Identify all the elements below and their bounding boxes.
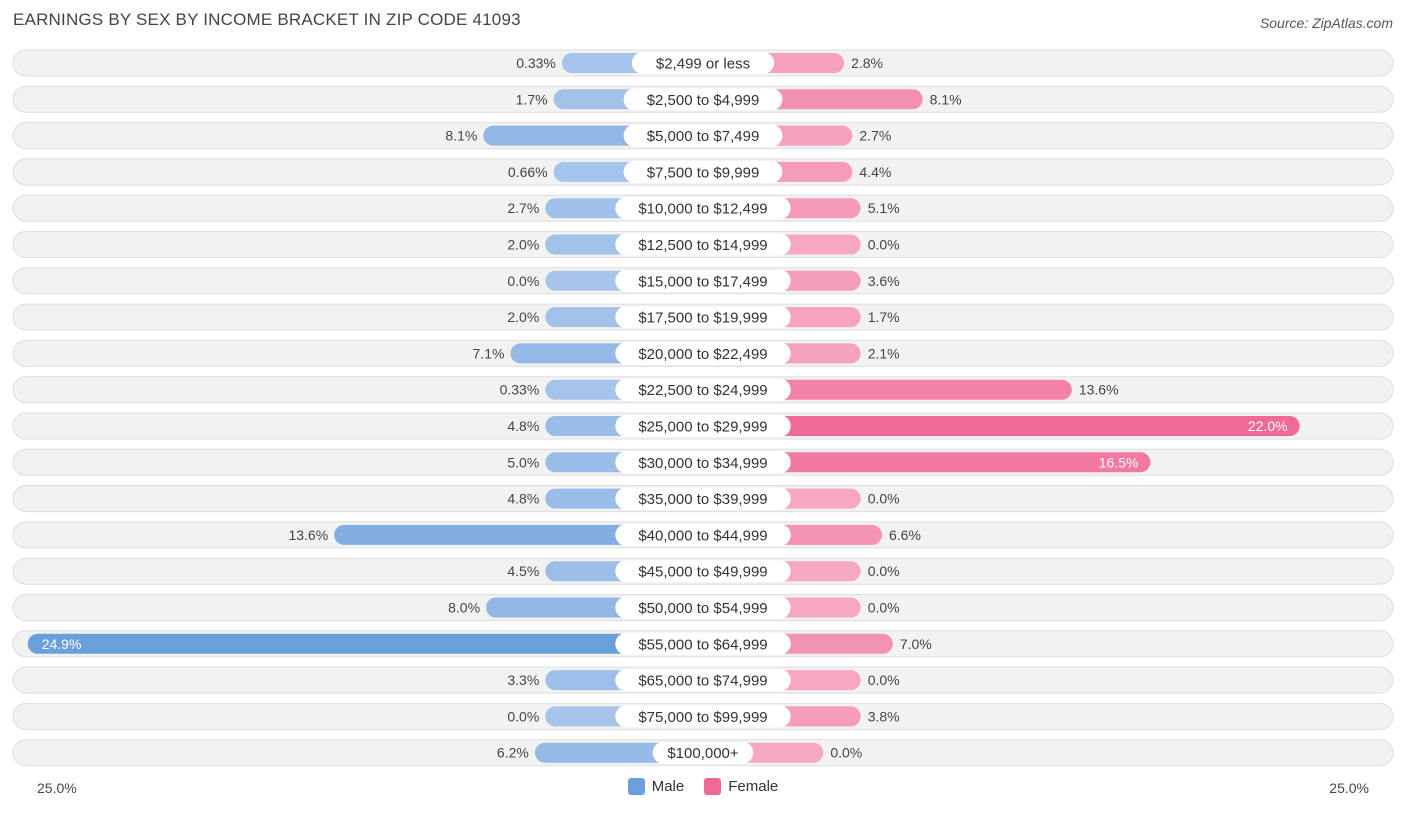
- female-value-label: 2.8%: [851, 55, 883, 71]
- category-label-bg: [615, 269, 791, 292]
- category-label: $2,500 to $4,999: [647, 92, 760, 109]
- male-value-label: 0.33%: [516, 55, 556, 71]
- category-label-bg: [615, 342, 791, 365]
- category-label-bg: [615, 705, 791, 728]
- axis-left-label: 25.0%: [37, 780, 77, 796]
- female-value-label: 3.8%: [868, 708, 900, 724]
- category-label-bg: [631, 52, 775, 74]
- category-label: $30,000 to $34,999: [638, 455, 767, 472]
- male-value-label: 24.9%: [42, 636, 82, 652]
- male-value-label: 0.0%: [507, 273, 539, 289]
- female-value-label: 0.0%: [868, 237, 900, 253]
- category-label-bg: [615, 596, 791, 619]
- male-value-label: 1.7%: [516, 91, 548, 107]
- female-value-label: 16.5%: [1099, 454, 1139, 470]
- category-label-bg: [615, 669, 791, 692]
- category-label-bg: [623, 88, 783, 111]
- category-label-bg: [615, 415, 791, 437]
- female-value-label: 0.0%: [868, 600, 900, 616]
- female-value-label: 13.6%: [1079, 382, 1119, 398]
- category-label: $50,000 to $54,999: [638, 600, 767, 617]
- male-value-label: 3.3%: [507, 672, 539, 688]
- category-label-bg: [615, 560, 791, 583]
- female-value-label: 5.1%: [868, 200, 900, 216]
- male-value-label: 4.5%: [507, 563, 539, 579]
- legend-item-female[interactable]: Female: [704, 778, 778, 795]
- female-value-label: 6.6%: [889, 527, 921, 543]
- chart-title: EARNINGS BY SEX BY INCOME BRACKET IN ZIP…: [13, 10, 521, 29]
- category-label-bg: [623, 124, 783, 147]
- category-label-bg: [615, 487, 791, 510]
- category-label: $17,500 to $19,999: [638, 310, 767, 327]
- male-value-label: 6.2%: [497, 745, 529, 761]
- category-label-bg: [615, 632, 791, 655]
- source-label: Source: ZipAtlas.com: [1259, 15, 1393, 31]
- legend-swatch-female: [704, 778, 722, 795]
- male-value-label: 8.1%: [445, 128, 477, 144]
- category-label: $25,000 to $29,999: [638, 419, 767, 436]
- bar-female: [703, 452, 1151, 473]
- male-value-label: 2.7%: [507, 200, 539, 216]
- male-value-label: 5.0%: [507, 454, 539, 470]
- legend: Male Female: [0, 778, 1406, 795]
- male-value-label: 8.0%: [448, 600, 480, 616]
- category-label: $12,500 to $14,999: [638, 237, 767, 254]
- male-value-label: 2.0%: [507, 309, 539, 325]
- male-value-label: 4.8%: [507, 418, 539, 434]
- category-label-bg: [615, 378, 791, 401]
- category-label: $75,000 to $99,999: [638, 709, 767, 726]
- male-value-label: 2.0%: [507, 237, 539, 253]
- bar-male: [334, 524, 703, 545]
- category-label-bg: [615, 451, 791, 474]
- female-value-label: 0.0%: [868, 491, 900, 507]
- category-label: $7,500 to $9,999: [647, 164, 760, 181]
- category-label: $40,000 to $44,999: [638, 527, 767, 544]
- male-value-label: 7.1%: [473, 345, 505, 361]
- male-value-label: 0.33%: [500, 382, 540, 398]
- category-label: $45,000 to $49,999: [638, 564, 767, 581]
- female-value-label: 3.6%: [868, 273, 900, 289]
- female-value-label: 22.0%: [1248, 418, 1288, 434]
- female-value-label: 8.1%: [930, 91, 962, 107]
- male-value-label: 0.0%: [507, 708, 539, 724]
- female-value-label: 1.7%: [868, 309, 900, 325]
- category-label: $35,000 to $39,999: [638, 491, 767, 508]
- female-value-label: 2.7%: [859, 128, 891, 144]
- male-value-label: 4.8%: [507, 491, 539, 507]
- category-label: $5,000 to $7,499: [647, 128, 760, 145]
- legend-item-male[interactable]: Male: [627, 778, 685, 795]
- bar-male: [27, 633, 704, 654]
- category-label-bg: [652, 741, 754, 764]
- legend-label-female: Female: [728, 778, 779, 795]
- female-value-label: 0.0%: [868, 672, 900, 688]
- female-value-label: 0.0%: [830, 745, 862, 761]
- category-label-bg: [615, 306, 791, 329]
- income-bracket-chart: $2,499 or less 0.33% 2.8% $2,500 to $4,999 1…: [12, 49, 1394, 767]
- male-value-label: 13.6%: [288, 527, 328, 543]
- category-label: $15,000 to $17,499: [638, 273, 767, 290]
- category-label-bg: [615, 197, 791, 220]
- male-value-label: 0.66%: [508, 164, 548, 180]
- category-label: $2,499 or less: [656, 56, 750, 73]
- female-value-label: 4.4%: [859, 164, 891, 180]
- category-label: $22,500 to $24,999: [638, 382, 767, 399]
- category-label: $100,000+: [667, 745, 739, 762]
- category-label-bg: [623, 160, 783, 183]
- legend-label-male: Male: [651, 778, 685, 795]
- female-value-label: 7.0%: [900, 636, 932, 652]
- bar-female: [703, 416, 1300, 436]
- category-label: $20,000 to $22,499: [638, 346, 767, 363]
- axis-right-label: 25.0%: [1329, 780, 1369, 796]
- category-label: $10,000 to $12,499: [638, 201, 767, 218]
- category-label: $55,000 to $64,999: [638, 636, 767, 653]
- category-label: $65,000 to $74,999: [638, 673, 767, 690]
- bar-female: [703, 379, 1072, 400]
- legend-swatch-male: [627, 778, 645, 795]
- female-value-label: 0.0%: [868, 563, 900, 579]
- female-value-label: 2.1%: [868, 345, 900, 361]
- category-label-bg: [615, 233, 791, 256]
- category-label-bg: [615, 523, 791, 546]
